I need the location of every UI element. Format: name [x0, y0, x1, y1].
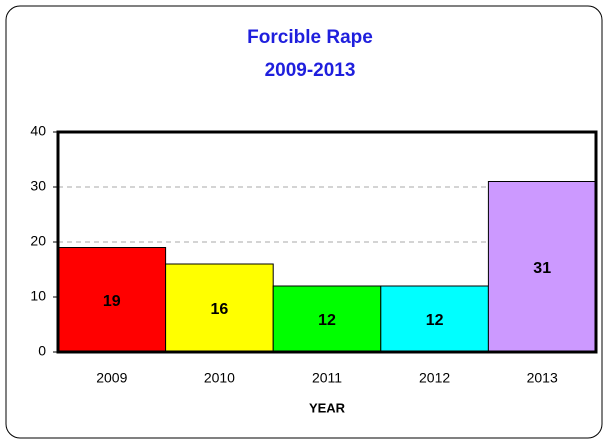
- x-tick-label: 2012: [419, 370, 450, 386]
- x-tick-label: 2011: [312, 370, 342, 386]
- y-tick-label: 0: [38, 343, 46, 359]
- data-label: 12: [426, 312, 444, 329]
- x-tick-label: 2013: [527, 370, 558, 386]
- chart-subtitle: 2009-2013: [265, 60, 356, 81]
- x-tick-label: 2010: [204, 370, 235, 386]
- bar: [165, 263, 274, 353]
- data-label: 16: [211, 301, 229, 318]
- plot-frame: [56, 130, 598, 354]
- data-label: 12: [318, 312, 336, 329]
- y-tick-label: 30: [30, 178, 46, 194]
- x-tick-label: 2009: [96, 370, 127, 386]
- y-tick-label: 10: [30, 288, 46, 304]
- chart-title: Forcible Rape: [247, 27, 373, 48]
- x-axis-title: YEAR: [309, 400, 346, 415]
- data-label: 19: [103, 293, 121, 310]
- y-tick-label: 40: [30, 123, 46, 139]
- y-tick-label: 20: [30, 233, 46, 249]
- data-label: 31: [533, 260, 551, 277]
